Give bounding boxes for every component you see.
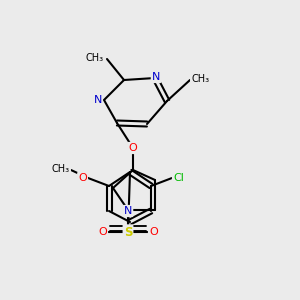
Text: CH₃: CH₃ bbox=[191, 74, 209, 84]
Text: CH₃: CH₃ bbox=[52, 164, 70, 174]
Text: CH₃: CH₃ bbox=[86, 53, 104, 63]
Text: Cl: Cl bbox=[173, 173, 184, 183]
Text: O: O bbox=[98, 227, 107, 237]
Text: O: O bbox=[78, 173, 87, 183]
Text: O: O bbox=[129, 143, 137, 153]
Text: S: S bbox=[124, 226, 132, 238]
Text: N: N bbox=[94, 95, 102, 105]
Text: O: O bbox=[149, 227, 158, 237]
Text: N: N bbox=[124, 206, 132, 216]
Text: N: N bbox=[152, 72, 160, 82]
